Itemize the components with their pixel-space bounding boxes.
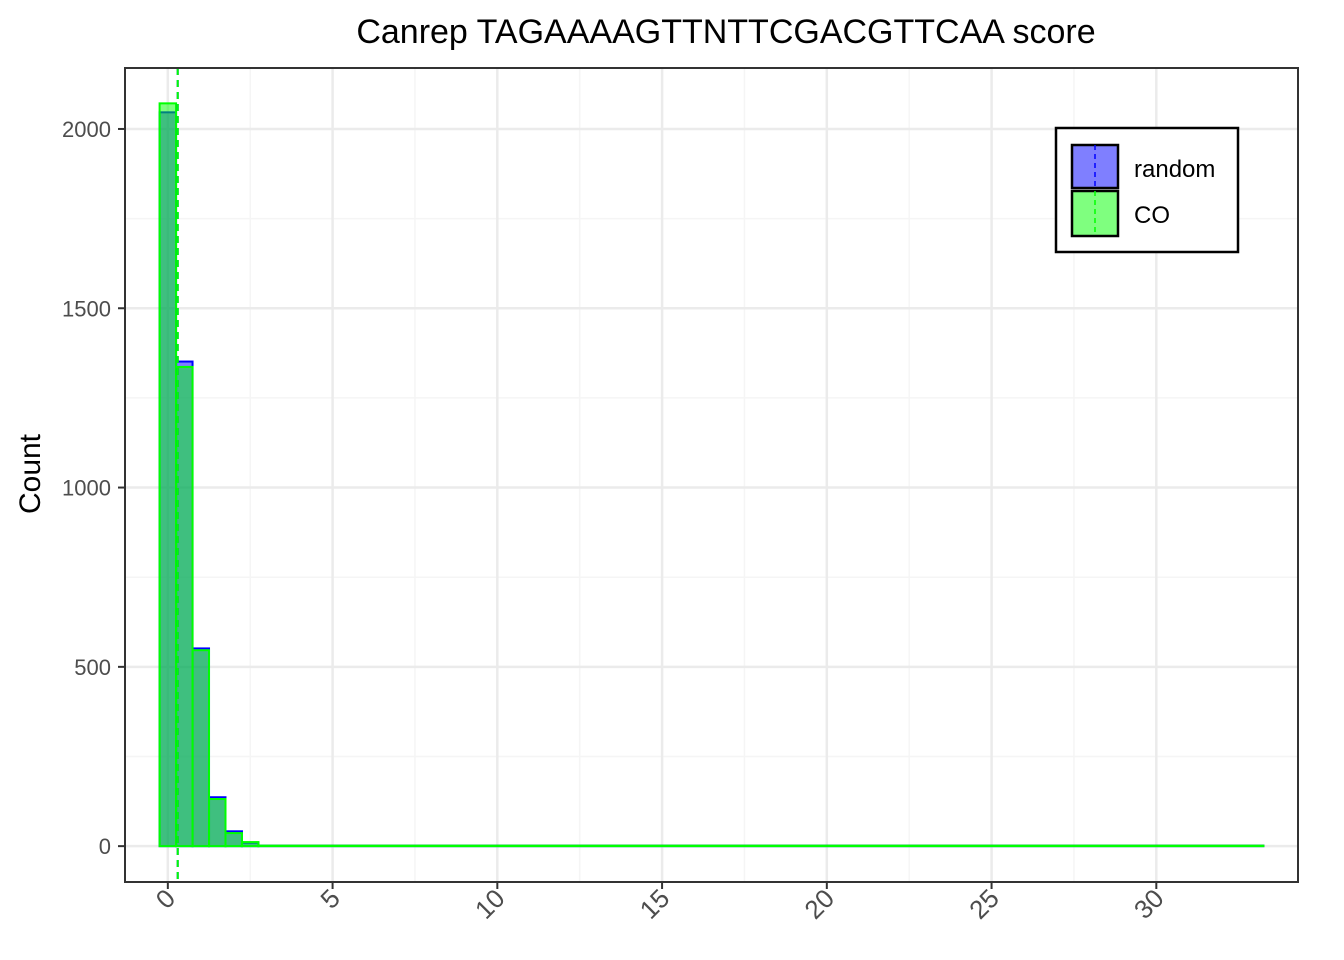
bar-co: [224, 832, 243, 848]
legend: random CO: [1054, 126, 1240, 254]
bar-co: [208, 798, 227, 848]
y-axis-title: Count: [14, 433, 47, 514]
bar-co: [240, 841, 260, 848]
legend-label-random: random: [1134, 156, 1215, 183]
y-axis-ticks: 0 500 1000 1500 2000: [62, 117, 125, 859]
x-axis-ticks: 0 5 10 15 20 25 30: [150, 882, 1170, 925]
x-tick-label: 0: [150, 883, 181, 914]
x-tick-label: 20: [798, 883, 840, 925]
chart-title: Canrep TAGAAAAGTTNTTCGACGTTCAA score: [356, 13, 1095, 51]
y-tick-label: 2000: [62, 117, 111, 142]
y-tick-label: 1500: [62, 296, 111, 321]
bar-co: [191, 649, 211, 848]
x-tick-label: 30: [1128, 883, 1170, 925]
y-tick-label: 1000: [62, 476, 111, 501]
y-tick-label: 500: [74, 655, 111, 680]
series-co-bars: [158, 102, 1265, 848]
x-tick-label: 5: [314, 883, 345, 914]
legend-key-co: [1070, 189, 1120, 238]
x-tick-label: 15: [634, 883, 676, 925]
panel-border: [124, 67, 1299, 883]
bar-co: [257, 844, 1265, 848]
x-tick-label: 10: [469, 883, 511, 925]
y-tick-label: 0: [99, 834, 111, 859]
legend-key-random: [1070, 143, 1120, 190]
legend-label-co: CO: [1134, 202, 1170, 229]
x-tick-label: 25: [963, 883, 1005, 925]
bar-co: [175, 365, 194, 848]
bar-co: [158, 102, 178, 848]
